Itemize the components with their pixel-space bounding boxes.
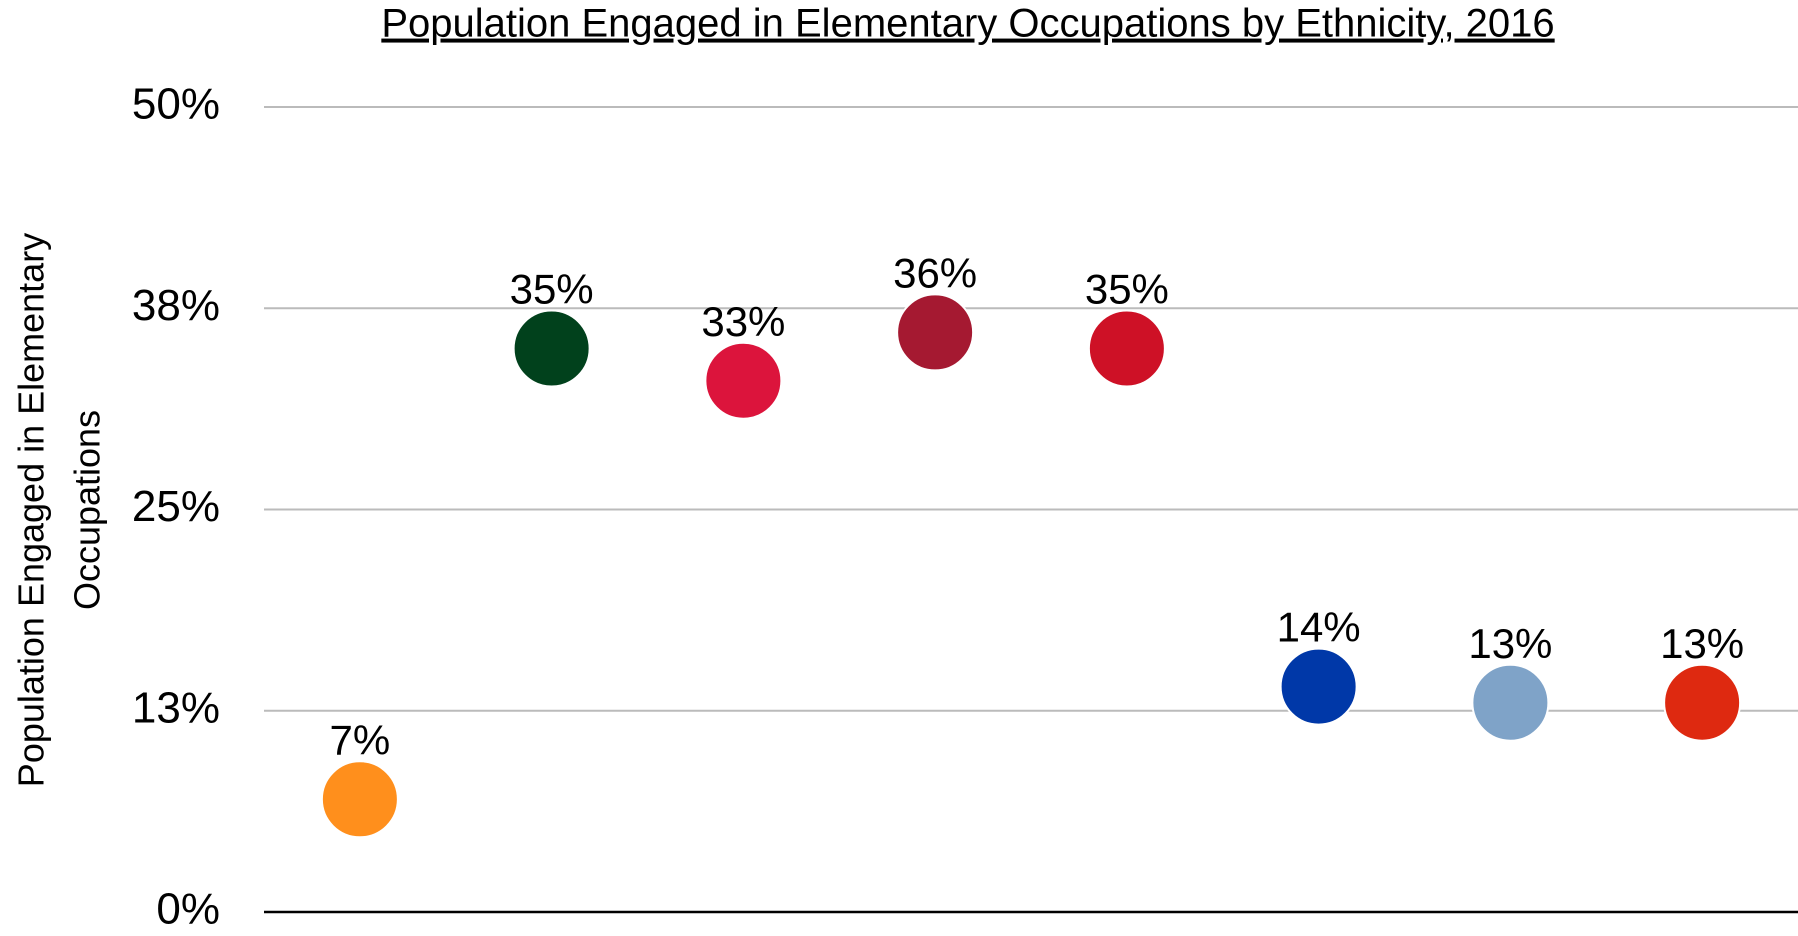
y-tick-label: 25% bbox=[132, 482, 220, 531]
y-tick-label: 50% bbox=[132, 80, 220, 129]
data-label: 14% bbox=[1277, 604, 1361, 651]
y-tick-label: 38% bbox=[132, 281, 220, 330]
flag-marker bbox=[1664, 665, 1740, 741]
flag-marker bbox=[705, 343, 781, 419]
flag-marker bbox=[1089, 311, 1165, 387]
y-tick-label: 13% bbox=[132, 683, 220, 732]
data-label: 36% bbox=[893, 249, 977, 296]
y-tick-label: 0% bbox=[156, 885, 220, 934]
page: Population Engaged in Elementary Occupat… bbox=[0, 0, 1798, 936]
flag-marker bbox=[1281, 649, 1357, 725]
flag-marker bbox=[322, 761, 398, 837]
data-label: 7% bbox=[330, 716, 391, 763]
y-axis-label: Population Engaged in Elementary bbox=[11, 233, 52, 787]
data-label: 35% bbox=[1085, 266, 1169, 313]
flag-marker bbox=[897, 294, 973, 370]
y-axis-label: Occupations bbox=[67, 410, 108, 610]
chart: Population Engaged in Elementary Occupat… bbox=[0, 0, 1798, 936]
chart-title: Population Engaged in Elementary Occupat… bbox=[381, 2, 1554, 46]
flag-marker bbox=[1472, 665, 1548, 741]
flag-marker bbox=[514, 311, 590, 387]
data-label: 13% bbox=[1660, 620, 1744, 667]
data-label: 33% bbox=[701, 298, 785, 345]
data-label: 35% bbox=[510, 266, 594, 313]
data-label: 13% bbox=[1468, 620, 1552, 667]
